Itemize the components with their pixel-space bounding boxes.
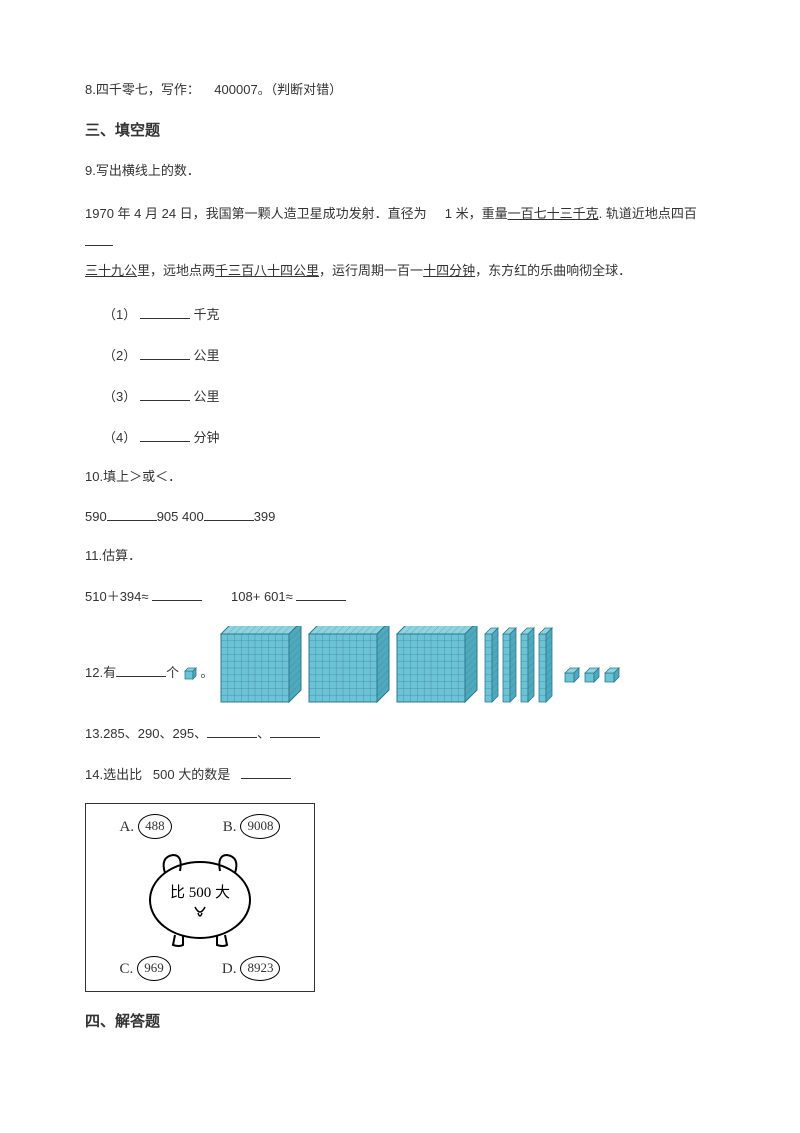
q13-blank-2[interactable] xyxy=(270,722,320,738)
q9-p2c: ，东方红的乐曲响彻全球． xyxy=(475,263,631,278)
q9-item-2: （2） 公里 xyxy=(85,344,715,367)
q13-sep: 、 xyxy=(257,726,270,741)
q11-blank-2[interactable] xyxy=(296,585,346,601)
q12-b: 个 xyxy=(166,665,179,680)
q14-optC-label: C. xyxy=(120,957,134,981)
pig-icon: 比 500 大 xyxy=(135,845,265,950)
q14-optA-value: 488 xyxy=(138,814,172,839)
small-cube-icon xyxy=(183,667,197,681)
q14-lead-b: 500 大的数是 xyxy=(153,767,230,782)
q14-figure: A. 488 B. 9008 比 500 大 C. 969 D. 8923 xyxy=(85,803,315,992)
q9-unit-km1: 公里 xyxy=(193,348,219,363)
q10-blank-2[interactable] xyxy=(204,505,254,521)
q12-blank[interactable] xyxy=(116,661,166,677)
q9-u3: 十四分钟 xyxy=(423,263,475,278)
q11-e2: 108+ 601≈ xyxy=(231,589,293,604)
q14-option-c[interactable]: C. 969 xyxy=(120,956,171,981)
q13-body: 13.285、290、295、 、 xyxy=(85,722,715,745)
q9-p2b: ，运行周期一百一 xyxy=(319,263,423,278)
q14-row-bottom: C. 969 D. 8923 xyxy=(94,956,306,981)
q12-text: 12.有 个 。 xyxy=(85,661,213,704)
q13-blank-1[interactable] xyxy=(207,722,257,738)
q9-blank-2[interactable] xyxy=(140,344,190,360)
q9-u2a: 三十九公 xyxy=(85,263,137,278)
q14-lead: 14.选出比 500 大的数是 xyxy=(85,763,715,786)
section-3-title: 三、填空题 xyxy=(85,119,715,143)
q14-row-top: A. 488 B. 9008 xyxy=(94,814,306,839)
q14-lead-a: 14.选出比 xyxy=(85,767,142,782)
q9-u2b: 千三百八十四公里 xyxy=(215,263,319,278)
q14-optD-label: D. xyxy=(222,957,237,981)
q14-optA-label: A. xyxy=(120,815,135,839)
q9-i3-label: （3） xyxy=(103,389,136,404)
q9-p1b: 1 米，重量 xyxy=(445,206,508,221)
pig-text: 比 500 大 xyxy=(170,884,230,901)
q14-optC-value: 969 xyxy=(137,956,171,981)
q14-optB-value: 9008 xyxy=(240,814,280,839)
q11-blank-1[interactable] xyxy=(152,585,202,601)
q9-item-1: （1） 千克 xyxy=(85,303,715,326)
q14-option-d[interactable]: D. 8923 xyxy=(222,956,281,981)
q14-option-b[interactable]: B. 9008 xyxy=(223,814,281,839)
q9-item-3: （3） 公里 xyxy=(85,385,715,408)
question-8: 8.四千零七，写作： 400007。（判断对错） xyxy=(85,80,715,101)
q10-a: 590 xyxy=(85,509,107,524)
q14-optD-value: 8923 xyxy=(240,956,280,981)
q12-a: 12.有 xyxy=(85,665,116,680)
q12-period: 。 xyxy=(200,665,213,680)
q9-i2-label: （2） xyxy=(103,348,136,363)
q9-p1c: . 轨道近地点四百 xyxy=(599,206,697,221)
q9-item-4: （4） 分钟 xyxy=(85,426,715,449)
q14-blank[interactable] xyxy=(241,763,291,779)
q9-blank-4[interactable] xyxy=(140,426,190,442)
q13-a: 13.285、290、295、 xyxy=(85,726,207,741)
q12-row: 12.有 个 。 xyxy=(85,626,715,704)
q11-e1: 510＋394≈ xyxy=(85,589,149,604)
q9-p1a: 1970 年 4 月 24 日，我国第一颗人造卫星成功发射．直径为 xyxy=(85,206,427,221)
q9-lead: 9.写出横线上的数． xyxy=(85,161,715,182)
q14-option-a[interactable]: A. 488 xyxy=(120,814,172,839)
q9-i4-label: （4） xyxy=(103,430,136,445)
q11-lead: 11.估算． xyxy=(85,546,715,567)
q14-optB-label: B. xyxy=(223,815,237,839)
q9-blank-3[interactable] xyxy=(140,385,190,401)
q9-unit-min: 分钟 xyxy=(193,430,219,445)
blocks-diagram xyxy=(219,626,649,704)
q9-paragraph: 1970 年 4 月 24 日，我国第一颗人造卫星成功发射．直径为 1 米，重量… xyxy=(85,200,715,286)
q9-p2a: 里，远地点两 xyxy=(137,263,215,278)
q9-u1: 一百七十三千克 xyxy=(508,206,599,221)
q9-blank-1[interactable] xyxy=(140,303,190,319)
q9-i1-label: （1） xyxy=(103,307,136,322)
q11-body: 510＋394≈ 108+ 601≈ xyxy=(85,585,715,608)
q8-text-b: 400007。（判断对错） xyxy=(214,82,342,97)
q10-body: 590 905 400 399 xyxy=(85,505,715,528)
q10-c: 399 xyxy=(254,509,276,524)
q10-b: 905 400 xyxy=(157,509,204,524)
q10-lead: 10.填上＞或＜． xyxy=(85,467,715,488)
q10-blank-1[interactable] xyxy=(107,505,157,521)
section-4-title: 四、解答题 xyxy=(85,1010,715,1034)
q9-unit-kg: 千克 xyxy=(193,307,219,322)
q9-blank-trail[interactable] xyxy=(85,230,113,246)
q9-unit-km2: 公里 xyxy=(193,389,219,404)
q8-text-a: 8.四千零七，写作： xyxy=(85,82,200,97)
